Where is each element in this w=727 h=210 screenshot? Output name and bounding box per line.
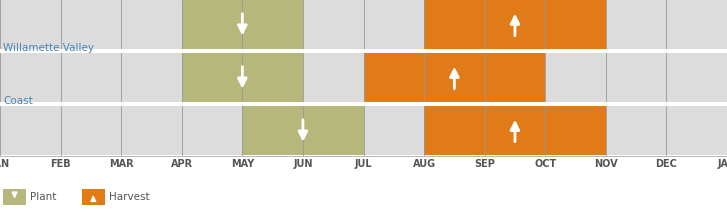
Bar [424, 106, 606, 155]
Text: MAY: MAY [230, 159, 254, 169]
Bar [3, 189, 26, 205]
Text: OCT: OCT [534, 159, 556, 169]
Text: Plant: Plant [31, 192, 57, 202]
Text: DEC: DEC [656, 159, 678, 169]
Bar [364, 53, 545, 102]
Text: JUL: JUL [355, 159, 372, 169]
Text: FEB: FEB [50, 159, 71, 169]
Text: Harvest: Harvest [109, 192, 150, 202]
Text: JUN: JUN [293, 159, 313, 169]
Text: SEP: SEP [474, 159, 495, 169]
Bar [424, 0, 606, 49]
Text: AUG: AUG [412, 159, 435, 169]
Bar [0, 102, 727, 106]
Bar [0, 53, 727, 102]
Text: Coast: Coast [3, 96, 33, 106]
Text: Willamette Valley: Willamette Valley [3, 43, 94, 53]
Text: JAN: JAN [718, 159, 727, 169]
Text: NOV: NOV [594, 159, 618, 169]
Bar [81, 189, 105, 205]
Text: JAN: JAN [0, 159, 9, 169]
Bar [0, 106, 727, 155]
Bar [182, 53, 303, 102]
Bar [182, 0, 303, 49]
Bar [242, 106, 364, 155]
Text: MAR: MAR [109, 159, 134, 169]
Bar [0, 49, 727, 53]
Bar [0, 0, 727, 49]
Text: APR: APR [171, 159, 193, 169]
